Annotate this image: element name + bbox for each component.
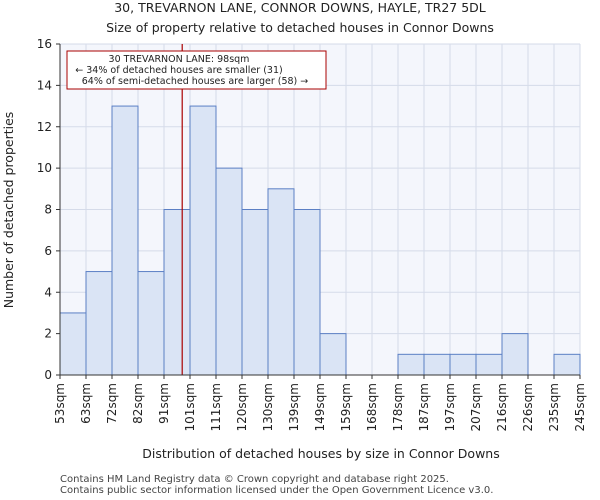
y-tick-label-7: 14	[37, 78, 52, 92]
bar-63sqm	[85, 271, 113, 376]
x-tick-label-13: 178sqm	[391, 383, 405, 431]
bar-101sqm	[189, 105, 217, 376]
bar-207sqm	[475, 353, 503, 376]
x-tick-label-19: 235sqm	[547, 383, 561, 431]
chart-subtitle: Size of property relative to detached ho…	[106, 20, 494, 35]
bar-111sqm	[215, 167, 243, 376]
axis-layer: 0 2 4 6 8 10 12 14 16 53sqm 63sqm 72sqm 82sqm 91sqm 10…	[37, 37, 587, 431]
y-tick-label-4: 8	[44, 203, 52, 217]
x-tick-label-12: 168sqm	[365, 383, 379, 431]
bar-216sqm	[501, 333, 529, 376]
x-tick-label-6: 111sqm	[209, 383, 223, 431]
bar-91sqm	[163, 209, 191, 376]
annotation-line-2: ← 34% of detached houses are smaller (31…	[75, 65, 282, 76]
y-tick-label-3: 6	[44, 244, 52, 258]
y-tick-label-6: 12	[37, 120, 52, 134]
bar-149sqm	[319, 333, 347, 376]
bar-187sqm	[423, 353, 451, 376]
y-tick-label-2: 4	[44, 285, 52, 299]
marker-annotation: 30 TREVARNON LANE: 98sqm ← 34% of detach…	[66, 50, 327, 90]
x-axis-label: Distribution of detached houses by size …	[142, 446, 499, 461]
annotation-line-1: 30 TREVARNON LANE: 98sqm	[109, 54, 250, 65]
y-tick-label-0: 0	[44, 368, 52, 382]
x-tick-label-17: 216sqm	[495, 383, 509, 431]
x-tick-label-9: 139sqm	[287, 383, 301, 431]
annotation-line-3: 64% of semi-detached houses are larger (…	[82, 76, 309, 87]
footer-attribution-2: Contains public sector information licen…	[60, 485, 494, 496]
bar-layer	[59, 44, 581, 376]
x-tick-label-8: 130sqm	[261, 383, 275, 431]
chart-title: 30, TREVARNON LANE, CONNOR DOWNS, HAYLE,…	[114, 0, 486, 15]
bar-72sqm	[111, 105, 139, 376]
bar-82sqm	[137, 271, 165, 376]
annotation-box	[66, 50, 327, 90]
x-tick-label-0: 53sqm	[53, 383, 67, 424]
bar-178sqm	[397, 353, 425, 376]
x-tick-label-1: 63sqm	[79, 383, 93, 424]
y-tick-label-8: 16	[37, 37, 52, 51]
x-tick-label-16: 207sqm	[469, 383, 483, 431]
y-tick-label-5: 10	[37, 161, 52, 175]
bar-197sqm	[449, 353, 477, 376]
x-tick-label-15: 197sqm	[443, 383, 457, 431]
x-tick-label-20: 245sqm	[573, 383, 587, 431]
x-tick-label-10: 149sqm	[313, 383, 327, 431]
y-tick-label-1: 2	[44, 327, 52, 341]
x-tick-label-14: 187sqm	[417, 383, 431, 431]
x-tick-label-18: 226sqm	[521, 383, 535, 431]
bar-120sqm	[241, 209, 269, 376]
bar-139sqm	[293, 209, 321, 376]
bar-53sqm	[59, 312, 87, 376]
bar-130sqm	[267, 188, 295, 376]
x-tick-label-3: 82sqm	[131, 383, 145, 424]
x-tick-label-11: 159sqm	[339, 383, 353, 431]
footer-attribution-1: Contains HM Land Registry data © Crown c…	[60, 474, 449, 485]
x-tick-label-2: 72sqm	[105, 383, 119, 424]
bar-235sqm	[553, 353, 581, 376]
x-tick-label-4: 91sqm	[157, 383, 171, 424]
y-axis-label: Number of detached properties	[1, 112, 16, 309]
x-tick-label-5: 101sqm	[183, 383, 197, 431]
x-tick-label-7: 120sqm	[235, 383, 249, 431]
